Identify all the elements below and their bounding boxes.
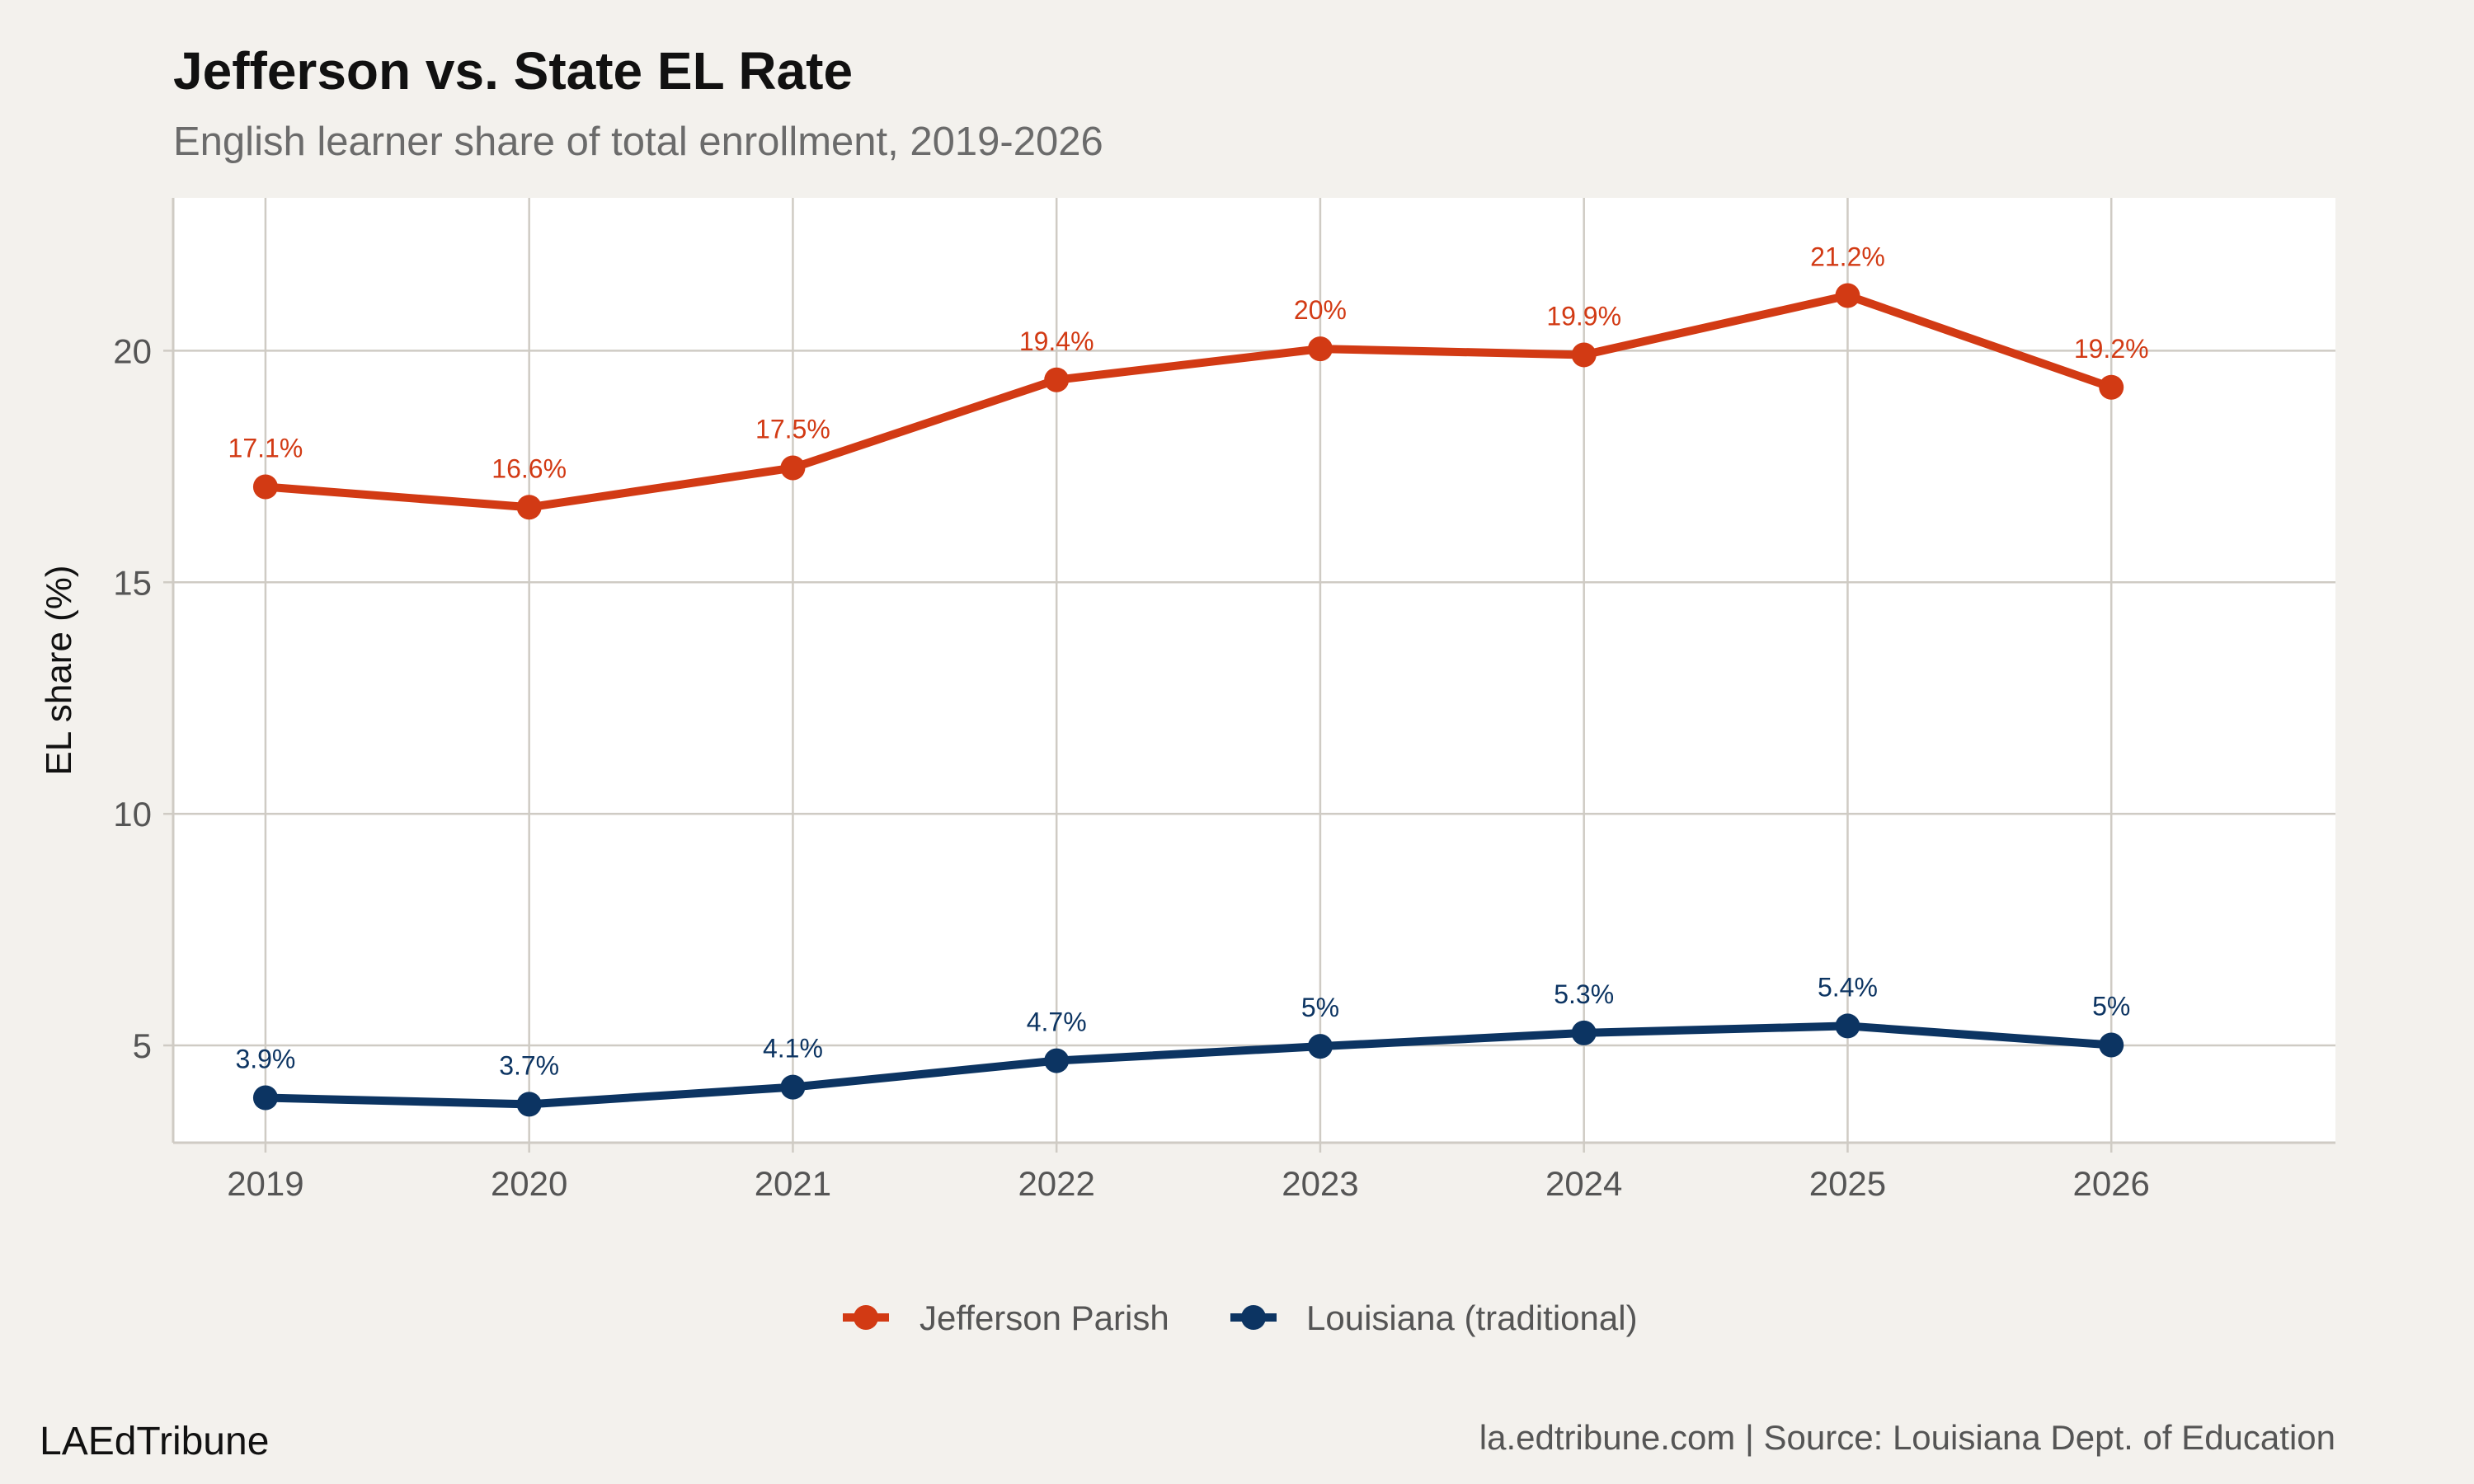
data-point — [516, 1092, 542, 1117]
data-point — [1835, 283, 1860, 308]
x-tick-label: 2022 — [1018, 1164, 1094, 1203]
grid-lines — [173, 198, 2335, 1143]
y-tick-label: 10 — [113, 795, 152, 834]
series-line — [261, 291, 2116, 512]
brand-label: LAEdTribune — [40, 1420, 269, 1463]
data-point — [1044, 1048, 1070, 1073]
data-point — [780, 1074, 806, 1100]
x-tick-label: 2026 — [2072, 1164, 2149, 1203]
data-label: 19.9% — [1546, 301, 1621, 331]
series-louisiana-traditional: 3.9% 3.7% 4.1% 4.7% 5% 5.3% 5.4% 5% — [235, 972, 2130, 1117]
data-label: 20% — [1294, 295, 1347, 325]
data-label: 16.6% — [492, 453, 567, 483]
y-axis-title: EL share (%) — [39, 565, 79, 775]
data-label: 17.5% — [755, 415, 830, 444]
data-label: 4.1% — [763, 1034, 823, 1064]
legend-label: Jefferson Parish — [920, 1298, 1169, 1337]
data-point — [252, 474, 278, 500]
source-note: la.edtribune.com | Source: Louisiana Dep… — [1479, 1418, 2335, 1457]
data-point — [1307, 1034, 1333, 1059]
data-label: 19.2% — [2074, 334, 2149, 364]
legend-item-louisiana-traditional: Louisiana (traditional) — [1230, 1298, 1638, 1337]
y-tick-label: 15 — [113, 563, 152, 602]
x-tick-label: 2021 — [755, 1164, 831, 1203]
legend-label: Louisiana (traditional) — [1306, 1298, 1638, 1337]
data-label: 5.3% — [1554, 979, 1614, 1009]
data-label: 3.9% — [235, 1045, 295, 1074]
series-line — [261, 1021, 2116, 1109]
data-point — [2099, 374, 2124, 400]
chart-subtitle: English learner share of total enrollmen… — [173, 120, 1103, 164]
data-label: 5.4% — [1818, 972, 1878, 1002]
data-point — [1835, 1013, 1860, 1039]
legend-swatch-point — [854, 1305, 878, 1330]
data-label: 3.7% — [499, 1050, 559, 1080]
plot-panel — [173, 198, 2335, 1143]
y-tick-label: 20 — [113, 331, 152, 370]
data-point — [1307, 336, 1333, 362]
data-point — [1571, 342, 1597, 368]
data-point — [780, 455, 806, 481]
x-tick-label: 2025 — [1809, 1164, 1886, 1203]
legend: Jefferson Parish Louisiana (traditional) — [843, 1298, 1638, 1337]
data-label: 5% — [1301, 993, 1339, 1022]
data-point — [252, 1085, 278, 1111]
legend-item-jefferson-parish: Jefferson Parish — [843, 1298, 1169, 1337]
y-tick-label: 5 — [133, 1026, 152, 1065]
x-tick-label: 2020 — [491, 1164, 567, 1203]
data-point — [1571, 1020, 1597, 1045]
data-point — [1044, 367, 1070, 392]
data-label: 5% — [2092, 991, 2130, 1021]
chart-title: Jefferson vs. State EL Rate — [173, 41, 853, 101]
x-tick-label: 2019 — [227, 1164, 303, 1203]
data-label: 4.7% — [1027, 1007, 1087, 1037]
data-label: 19.4% — [1019, 326, 1094, 356]
series-layer: 17.1% 16.6% 17.5% 19.4% 20% 19.9% 21.2% 19.2% 3.… — [228, 242, 2149, 1117]
legend-swatch-point — [1241, 1305, 1266, 1330]
data-label: 21.2% — [1810, 242, 1885, 272]
data-label: 17.1% — [228, 434, 303, 463]
series-jefferson-parish: 17.1% 16.6% 17.5% 19.4% 20% 19.9% 21.2% 19.2% — [228, 242, 2149, 520]
x-tick-label: 2024 — [1545, 1164, 1622, 1203]
axis-ticks: 5 10 15 20 2019 2020 2021 2022 2023 2024 2025 2026 — [113, 331, 2150, 1203]
data-point — [2099, 1032, 2124, 1058]
x-tick-label: 2023 — [1282, 1164, 1358, 1203]
data-point — [516, 495, 542, 520]
